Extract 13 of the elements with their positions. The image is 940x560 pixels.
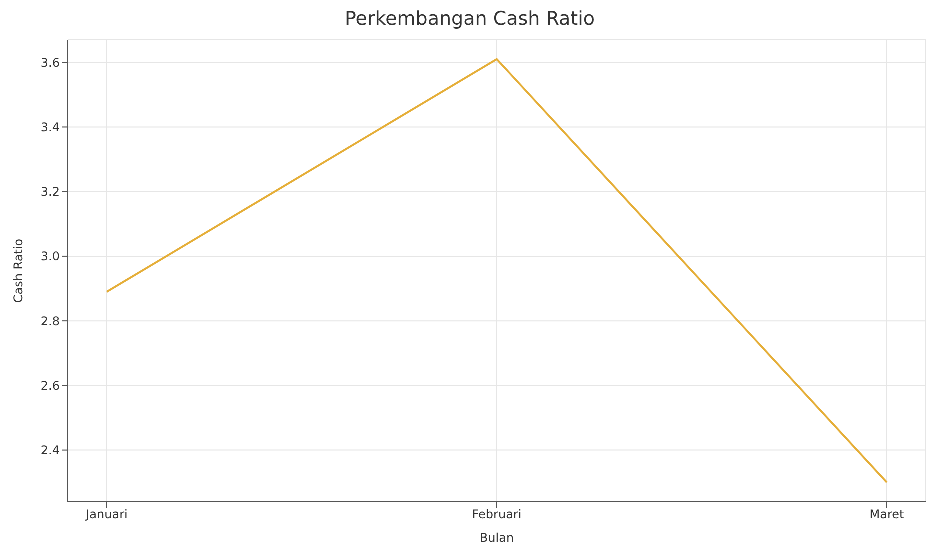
- chart-title: Perkembangan Cash Ratio: [344, 8, 596, 32]
- y-tick-label: 2.6: [40, 378, 60, 393]
- x-axis-title: Bulan: [480, 531, 514, 545]
- y-tick-label: 3.2: [40, 185, 60, 200]
- y-tick-label: 3.6: [40, 56, 60, 70]
- y-tick-label: 3.0: [40, 250, 60, 264]
- x-tick-label: Januari: [85, 508, 128, 522]
- y-axis-title: Cash Ratio: [11, 238, 26, 304]
- y-tick-label: 2.8: [40, 314, 60, 328]
- y-tick-label: 3.4: [40, 120, 60, 134]
- y-tick-label: 2.4: [40, 444, 60, 458]
- x-tick-label: Maret: [870, 508, 905, 522]
- x-tick-label: Februari: [472, 508, 522, 522]
